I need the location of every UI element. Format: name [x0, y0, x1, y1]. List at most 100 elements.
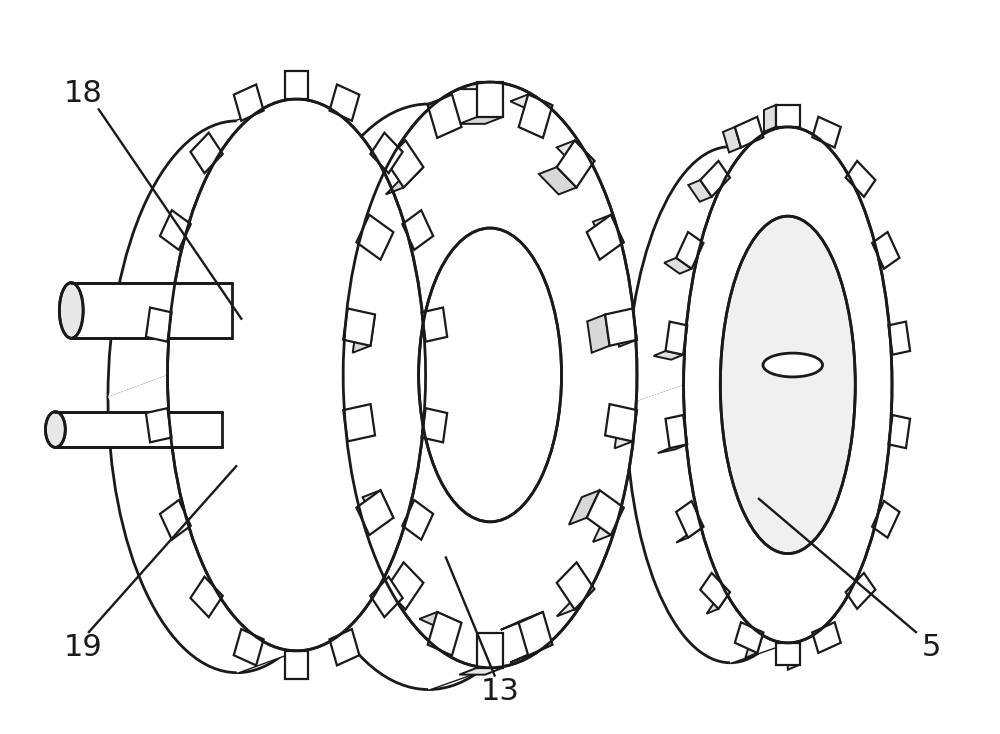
- Polygon shape: [386, 167, 423, 195]
- Polygon shape: [587, 215, 624, 260]
- Polygon shape: [846, 161, 875, 197]
- Polygon shape: [587, 490, 624, 535]
- Polygon shape: [700, 161, 730, 197]
- Polygon shape: [587, 314, 610, 353]
- Polygon shape: [108, 375, 297, 672]
- Polygon shape: [422, 408, 447, 443]
- Polygon shape: [285, 71, 308, 99]
- Polygon shape: [343, 308, 375, 346]
- Polygon shape: [356, 215, 393, 260]
- Polygon shape: [282, 375, 490, 689]
- Ellipse shape: [684, 127, 892, 643]
- Polygon shape: [353, 314, 375, 353]
- Ellipse shape: [419, 228, 562, 522]
- Polygon shape: [386, 140, 423, 187]
- Polygon shape: [510, 644, 552, 662]
- Polygon shape: [888, 415, 910, 448]
- Polygon shape: [519, 612, 552, 655]
- Polygon shape: [700, 573, 730, 608]
- Polygon shape: [593, 215, 624, 250]
- Polygon shape: [707, 592, 730, 614]
- Ellipse shape: [45, 412, 65, 448]
- Polygon shape: [735, 117, 763, 148]
- Polygon shape: [812, 117, 841, 148]
- Polygon shape: [422, 308, 447, 342]
- Polygon shape: [888, 321, 910, 355]
- Polygon shape: [71, 283, 232, 338]
- Polygon shape: [654, 351, 683, 360]
- Polygon shape: [160, 210, 191, 250]
- Polygon shape: [501, 612, 543, 630]
- Polygon shape: [846, 573, 875, 608]
- Polygon shape: [788, 643, 800, 669]
- Polygon shape: [356, 490, 393, 535]
- Polygon shape: [676, 527, 704, 542]
- Polygon shape: [557, 140, 594, 187]
- Polygon shape: [666, 415, 687, 448]
- Ellipse shape: [626, 147, 834, 663]
- Polygon shape: [688, 180, 712, 202]
- Ellipse shape: [720, 216, 855, 553]
- Polygon shape: [745, 633, 763, 658]
- Polygon shape: [419, 612, 461, 630]
- Polygon shape: [329, 84, 359, 121]
- Polygon shape: [190, 133, 223, 173]
- Ellipse shape: [282, 104, 575, 689]
- Polygon shape: [615, 410, 637, 448]
- Polygon shape: [329, 629, 359, 666]
- Polygon shape: [664, 258, 692, 274]
- Polygon shape: [160, 500, 191, 539]
- Polygon shape: [146, 408, 172, 443]
- Polygon shape: [510, 95, 552, 112]
- Ellipse shape: [59, 283, 83, 338]
- Polygon shape: [557, 140, 594, 168]
- Polygon shape: [459, 117, 503, 124]
- Polygon shape: [370, 133, 403, 173]
- Polygon shape: [615, 308, 637, 346]
- Polygon shape: [557, 562, 594, 609]
- Polygon shape: [605, 404, 637, 441]
- Polygon shape: [872, 501, 899, 538]
- Polygon shape: [735, 622, 763, 653]
- Ellipse shape: [108, 121, 366, 672]
- Ellipse shape: [763, 353, 823, 377]
- Polygon shape: [666, 321, 687, 355]
- Polygon shape: [402, 210, 433, 250]
- Polygon shape: [658, 444, 687, 453]
- Polygon shape: [234, 84, 264, 121]
- Text: 19: 19: [64, 633, 103, 662]
- Polygon shape: [605, 308, 637, 346]
- Polygon shape: [386, 562, 423, 609]
- Polygon shape: [402, 500, 433, 539]
- Polygon shape: [764, 105, 776, 132]
- Polygon shape: [812, 622, 841, 653]
- Polygon shape: [477, 633, 503, 668]
- Polygon shape: [108, 99, 297, 397]
- Polygon shape: [459, 82, 503, 89]
- Polygon shape: [146, 308, 172, 342]
- Polygon shape: [459, 668, 503, 675]
- Text: 13: 13: [481, 677, 519, 705]
- Polygon shape: [55, 412, 222, 448]
- Polygon shape: [428, 612, 461, 655]
- Polygon shape: [676, 232, 704, 269]
- Polygon shape: [626, 385, 788, 663]
- Polygon shape: [477, 82, 503, 117]
- Polygon shape: [428, 95, 461, 138]
- Polygon shape: [776, 643, 800, 665]
- Polygon shape: [363, 490, 393, 525]
- Polygon shape: [723, 127, 741, 153]
- Polygon shape: [190, 577, 223, 617]
- Polygon shape: [593, 508, 624, 542]
- Polygon shape: [539, 167, 577, 195]
- Text: 5: 5: [922, 633, 941, 662]
- Ellipse shape: [168, 99, 426, 651]
- Polygon shape: [676, 501, 704, 538]
- Polygon shape: [234, 629, 264, 666]
- Ellipse shape: [343, 82, 637, 668]
- Polygon shape: [519, 95, 552, 138]
- Polygon shape: [626, 127, 788, 404]
- Polygon shape: [557, 589, 594, 617]
- Polygon shape: [569, 490, 600, 525]
- Polygon shape: [343, 404, 375, 441]
